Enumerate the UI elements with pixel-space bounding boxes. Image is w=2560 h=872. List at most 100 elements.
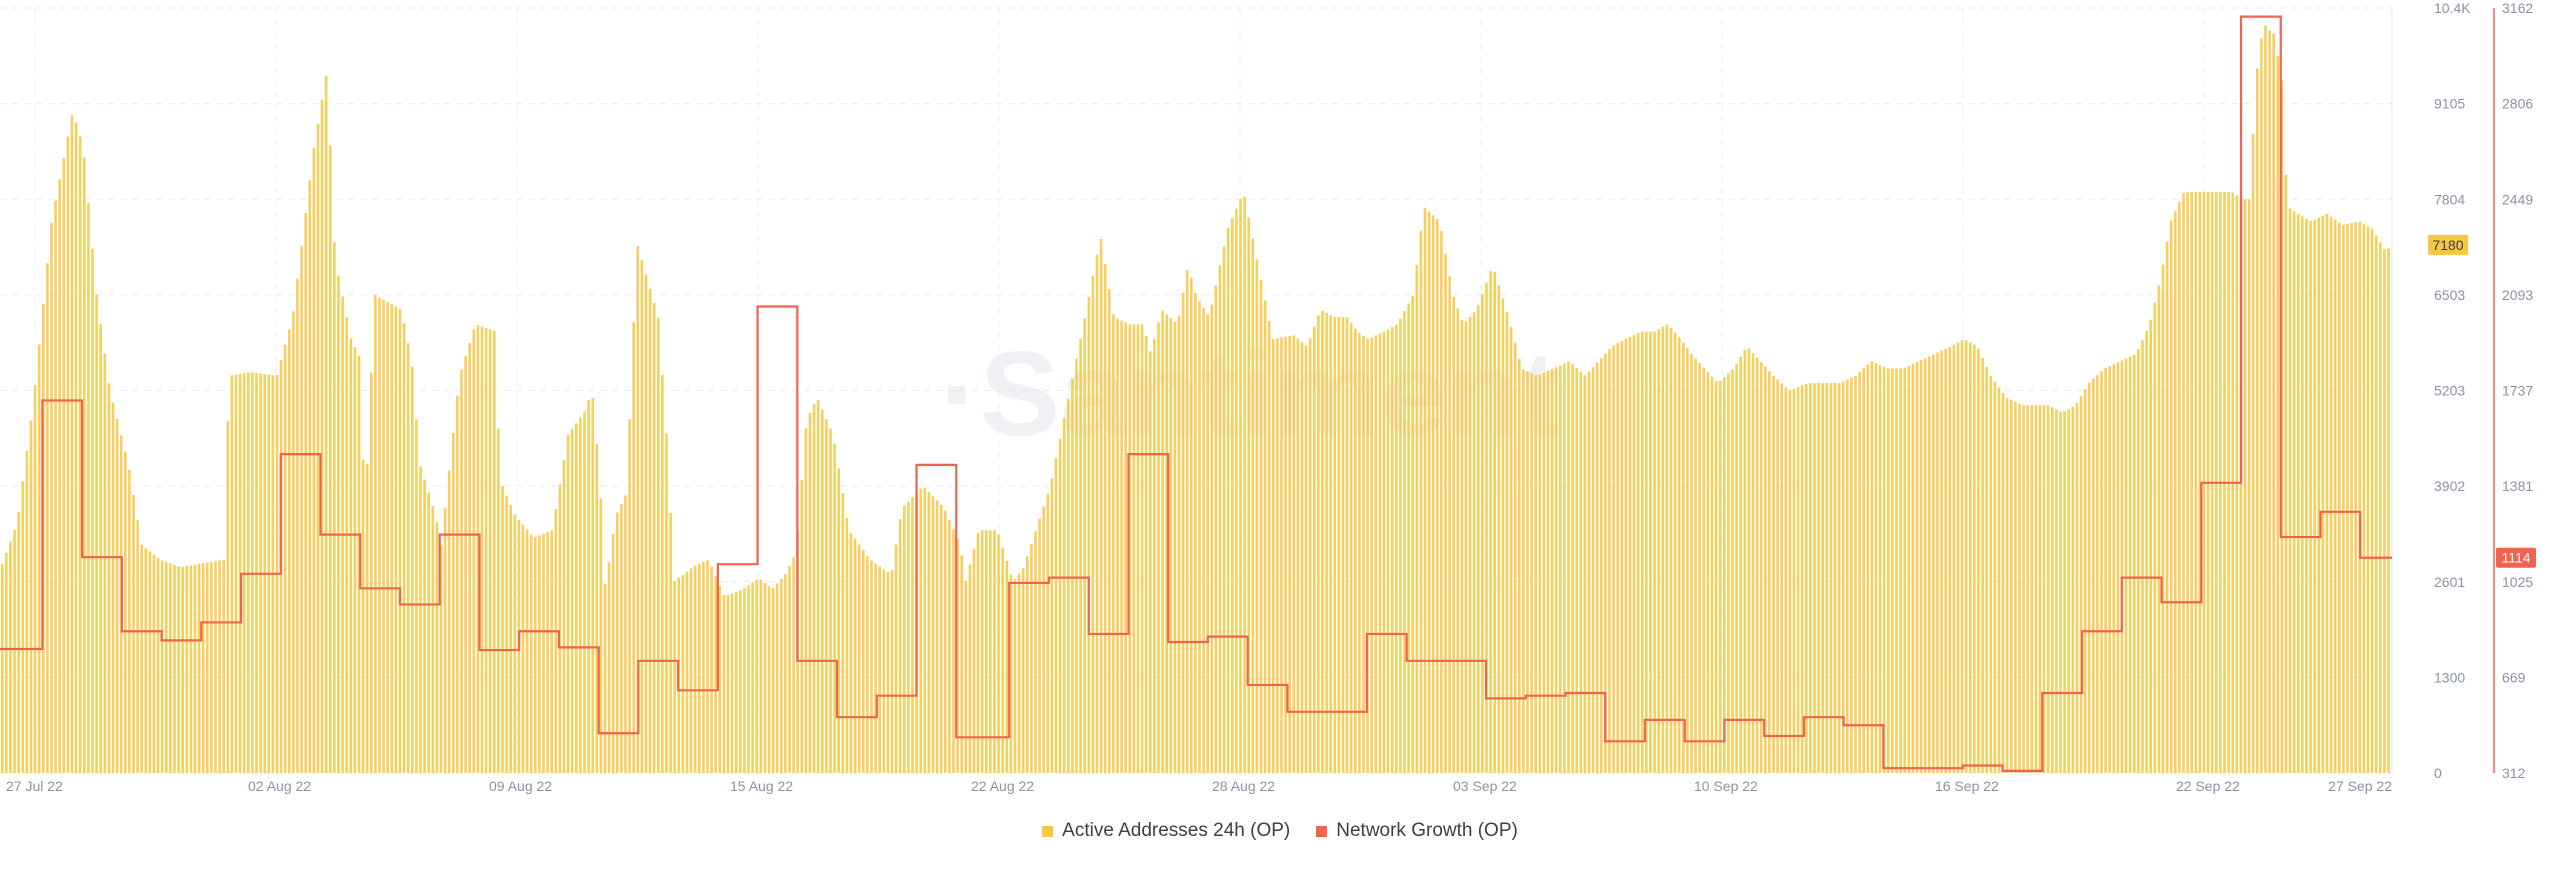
active-addresses-bar xyxy=(525,529,529,773)
legend-item-network-growth[interactable]: Network Growth (OP) xyxy=(1316,820,1518,842)
active-addresses-bar xyxy=(2046,405,2050,773)
active-addresses-bar xyxy=(58,179,61,774)
active-addresses-bar xyxy=(2309,220,2312,773)
active-addresses-bar xyxy=(1452,297,1455,773)
active-addresses-bar xyxy=(1989,375,1993,773)
active-addresses-bar xyxy=(1755,357,1759,773)
active-addresses-bar xyxy=(948,519,951,773)
active-addresses-bar xyxy=(1612,345,1615,773)
active-addresses-bar xyxy=(1427,211,1431,774)
left-y-axis: 0 1300 2601 3902 5203 6503 7804 9105 10.4K xyxy=(2434,0,2471,781)
active-addresses-bar xyxy=(1657,329,1660,773)
active-addresses-bar xyxy=(693,565,697,773)
active-addresses-bar xyxy=(1021,567,1025,773)
active-addresses-bar xyxy=(816,400,820,773)
active-addresses-bar xyxy=(788,565,791,773)
active-addresses-bar xyxy=(21,481,25,773)
active-addresses-bar xyxy=(95,294,98,773)
active-addresses-bar xyxy=(1837,383,1841,773)
active-addresses-bar xyxy=(374,295,377,773)
active-addresses-bar xyxy=(1993,381,1997,773)
legend-item-active-addresses[interactable]: Active Addresses 24h (OP) xyxy=(1042,820,1290,842)
active-addresses-bar xyxy=(390,304,394,773)
active-addresses-bar xyxy=(1149,351,1152,773)
active-addresses-bar xyxy=(1214,285,1218,773)
active-addresses-bar xyxy=(870,560,873,773)
active-addresses-bar xyxy=(1932,354,1935,773)
active-addresses-bar xyxy=(1042,506,1045,773)
active-addresses-bar xyxy=(919,488,922,773)
active-addresses-bar xyxy=(1313,326,1316,773)
grid xyxy=(0,7,2393,774)
active-addresses-bar xyxy=(493,330,496,773)
active-addresses-bar xyxy=(2157,285,2161,773)
active-addresses-bar xyxy=(124,451,127,773)
active-addresses-bar xyxy=(406,343,410,773)
active-addresses-bar xyxy=(1120,320,1123,773)
active-addresses-bar xyxy=(1583,375,1587,773)
active-addresses-bar xyxy=(439,544,443,773)
active-addresses-bar xyxy=(1038,518,1041,773)
active-addresses-bar xyxy=(1456,308,1460,773)
active-addresses-bar xyxy=(1177,315,1181,773)
active-addresses-bar xyxy=(538,535,541,773)
active-addresses-bar xyxy=(1513,342,1517,773)
active-addresses-bar xyxy=(1919,360,1923,773)
active-addresses-bar xyxy=(197,563,201,773)
active-addresses-bar xyxy=(1796,387,1800,773)
active-addresses-bar xyxy=(1891,368,1894,773)
active-addresses-bar xyxy=(283,344,287,773)
active-addresses-bar xyxy=(2038,405,2042,773)
active-addresses-bar xyxy=(1083,318,1086,773)
active-addresses-bar xyxy=(1620,340,1624,773)
active-addresses-bar xyxy=(2042,405,2046,773)
active-addresses-bar xyxy=(2165,241,2169,774)
active-addresses-bar xyxy=(2317,217,2321,774)
left-y-tick-label: 7804 xyxy=(2434,191,2465,207)
active-addresses-bar xyxy=(1805,383,1808,773)
legend-label-network-growth: Network Growth (OP) xyxy=(1336,820,1518,841)
active-addresses-bar xyxy=(472,329,476,773)
active-addresses-bar xyxy=(452,432,455,773)
active-addresses-bar xyxy=(296,278,299,773)
active-addresses-bar xyxy=(1067,398,1070,773)
active-addresses-bar xyxy=(1882,366,1886,773)
active-addresses-bar xyxy=(497,428,500,773)
active-addresses-bar xyxy=(907,501,910,773)
active-addresses-bar xyxy=(476,325,480,773)
active-addresses-bar xyxy=(1559,365,1562,773)
active-addresses-bar xyxy=(292,311,295,773)
active-addresses-bar xyxy=(1923,358,1927,773)
active-addresses-bar xyxy=(2358,221,2362,774)
active-addresses-bar xyxy=(1153,339,1156,773)
active-addresses-bar xyxy=(115,419,119,773)
active-addresses-bar xyxy=(1772,375,1775,773)
active-addresses-bar xyxy=(1591,367,1595,773)
active-addresses-bar xyxy=(1645,331,1648,773)
active-addresses-bar xyxy=(1169,318,1173,773)
right-y-tick-label: 2093 xyxy=(2502,287,2533,303)
active-addresses-bar xyxy=(1017,573,1021,773)
active-addresses-bar xyxy=(886,572,890,773)
active-addresses-bar xyxy=(1485,282,1488,773)
active-addresses-bar xyxy=(345,317,348,773)
active-addresses-bar xyxy=(148,551,152,773)
active-addresses-bar xyxy=(944,510,947,773)
active-addresses-bar xyxy=(575,423,578,773)
active-addresses-bar xyxy=(1481,293,1484,773)
active-addresses-bar xyxy=(812,404,816,773)
right-y-tick-label: 1381 xyxy=(2502,478,2533,494)
active-addresses-bar xyxy=(1202,307,1205,773)
active-addresses-bar xyxy=(1,564,4,773)
active-addresses-bar xyxy=(189,565,193,773)
active-addresses-bar xyxy=(1099,239,1103,774)
active-addresses-bar xyxy=(2051,407,2054,773)
active-addresses-bar xyxy=(370,372,373,773)
active-addresses-bar xyxy=(144,548,148,773)
active-addresses-bar xyxy=(460,369,463,773)
left-y-tick-label: 9105 xyxy=(2434,96,2465,112)
active-addresses-bar xyxy=(775,583,779,773)
active-addresses-bar xyxy=(657,317,660,773)
active-addresses-bar xyxy=(2280,80,2284,774)
active-addresses-bar xyxy=(993,530,996,773)
